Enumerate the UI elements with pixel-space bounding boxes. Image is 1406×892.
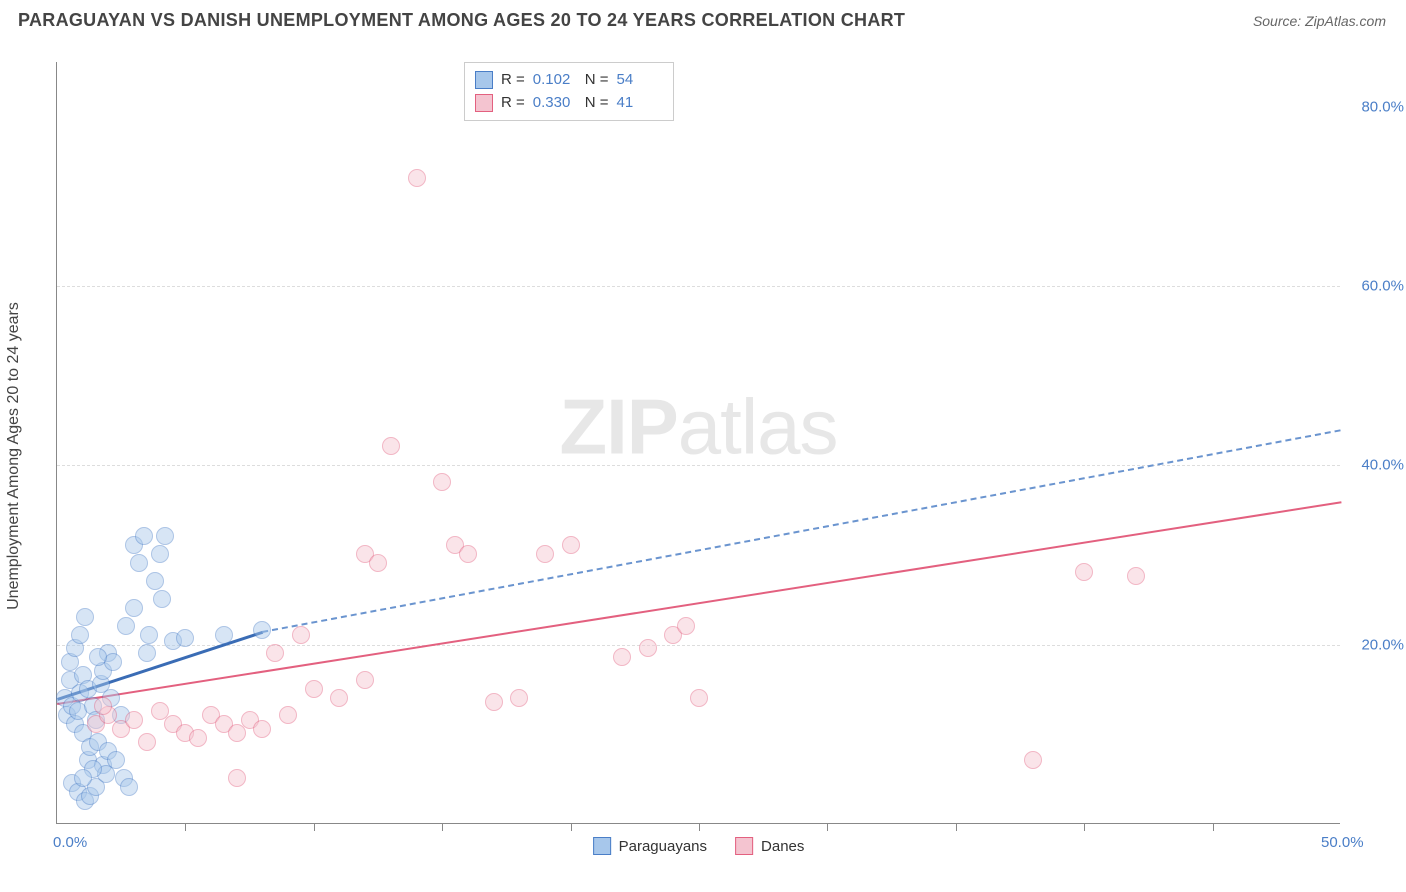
x-tick [571, 823, 572, 831]
scatter-point-danes [228, 769, 246, 787]
gridline [57, 286, 1340, 287]
scatter-point-danes [562, 536, 580, 554]
n-label: N = [585, 92, 609, 115]
scatter-point-danes [1024, 751, 1042, 769]
legend-swatch [475, 71, 493, 89]
scatter-point-paraguayans [89, 648, 107, 666]
scatter-point-danes [266, 644, 284, 662]
chart-container: Unemployment Among Ages 20 to 24 years Z… [34, 48, 1386, 864]
scatter-point-danes [356, 671, 374, 689]
x-tick [699, 823, 700, 831]
scatter-point-paraguayans [135, 527, 153, 545]
scatter-point-paraguayans [71, 626, 89, 644]
scatter-point-paraguayans [104, 653, 122, 671]
trend-line [57, 501, 1341, 705]
y-axis-label: Unemployment Among Ages 20 to 24 years [5, 302, 23, 610]
scatter-point-danes [228, 724, 246, 742]
scatter-point-paraguayans [117, 617, 135, 635]
n-value: 54 [617, 69, 661, 92]
n-value: 41 [617, 92, 661, 115]
scatter-point-paraguayans [153, 590, 171, 608]
x-tick-label: 0.0% [53, 834, 87, 851]
x-tick [827, 823, 828, 831]
legend-label: Paraguayans [619, 838, 707, 855]
x-tick [1213, 823, 1214, 831]
x-tick-label: 50.0% [1321, 834, 1364, 851]
scatter-point-paraguayans [74, 769, 92, 787]
scatter-point-danes [189, 729, 207, 747]
scatter-point-danes [305, 680, 323, 698]
scatter-point-danes [510, 689, 528, 707]
scatter-point-danes [677, 617, 695, 635]
y-tick-label: 80.0% [1361, 98, 1404, 115]
scatter-point-paraguayans [146, 572, 164, 590]
scatter-point-danes [639, 639, 657, 657]
scatter-point-danes [369, 554, 387, 572]
scatter-point-danes [459, 545, 477, 563]
scatter-point-paraguayans [130, 554, 148, 572]
scatter-point-danes [253, 720, 271, 738]
x-tick [442, 823, 443, 831]
r-label: R = [501, 69, 525, 92]
scatter-point-paraguayans [215, 626, 233, 644]
legend-swatch [475, 94, 493, 112]
scatter-point-paraguayans [120, 778, 138, 796]
scatter-point-danes [382, 437, 400, 455]
scatter-point-danes [690, 689, 708, 707]
y-tick-label: 20.0% [1361, 636, 1404, 653]
x-tick [1084, 823, 1085, 831]
watermark: ZIPatlas [559, 382, 837, 473]
stats-legend-box: R = 0.102 N = 54 R = 0.330 N = 41 [464, 62, 674, 121]
scatter-point-danes [292, 626, 310, 644]
y-tick-label: 60.0% [1361, 278, 1404, 295]
legend-swatch [735, 837, 753, 855]
plot-area: ZIPatlas R =0.102N =54R =0.330N =41 Para… [56, 62, 1340, 824]
chart-title: PARAGUAYAN VS DANISH UNEMPLOYMENT AMONG … [18, 10, 905, 31]
scatter-point-paraguayans [151, 545, 169, 563]
legend-item: Paraguayans [593, 837, 707, 855]
stats-row: R = 0.102 N = 54 [475, 69, 661, 92]
legend-item: Danes [735, 837, 804, 855]
r-value: 0.102 [533, 69, 577, 92]
scatter-point-danes [536, 545, 554, 563]
scatter-point-paraguayans [156, 527, 174, 545]
x-tick [314, 823, 315, 831]
chart-header: PARAGUAYAN VS DANISH UNEMPLOYMENT AMONG … [0, 0, 1406, 39]
series-legend: Paraguayans Danes [593, 837, 805, 855]
r-value: 0.330 [533, 92, 577, 115]
stats-row: R = 0.330 N = 41 [475, 92, 661, 115]
scatter-point-danes [613, 648, 631, 666]
scatter-point-paraguayans [140, 626, 158, 644]
scatter-point-danes [485, 693, 503, 711]
scatter-point-paraguayans [76, 608, 94, 626]
chart-source: Source: ZipAtlas.com [1253, 13, 1386, 29]
trend-line [262, 430, 1341, 634]
scatter-point-danes [125, 711, 143, 729]
scatter-point-danes [408, 169, 426, 187]
legend-swatch [593, 837, 611, 855]
r-label: R = [501, 92, 525, 115]
scatter-point-danes [1127, 567, 1145, 585]
scatter-point-paraguayans [253, 621, 271, 639]
scatter-point-danes [433, 473, 451, 491]
n-label: N = [585, 69, 609, 92]
scatter-point-danes [1075, 563, 1093, 581]
scatter-point-paraguayans [176, 629, 194, 647]
scatter-point-paraguayans [138, 644, 156, 662]
y-tick-label: 40.0% [1361, 457, 1404, 474]
gridline [57, 645, 1340, 646]
scatter-point-danes [94, 697, 112, 715]
legend-label: Danes [761, 838, 804, 855]
x-tick [956, 823, 957, 831]
scatter-point-danes [138, 733, 156, 751]
x-tick [185, 823, 186, 831]
scatter-point-paraguayans [125, 599, 143, 617]
scatter-point-danes [279, 706, 297, 724]
scatter-point-danes [330, 689, 348, 707]
